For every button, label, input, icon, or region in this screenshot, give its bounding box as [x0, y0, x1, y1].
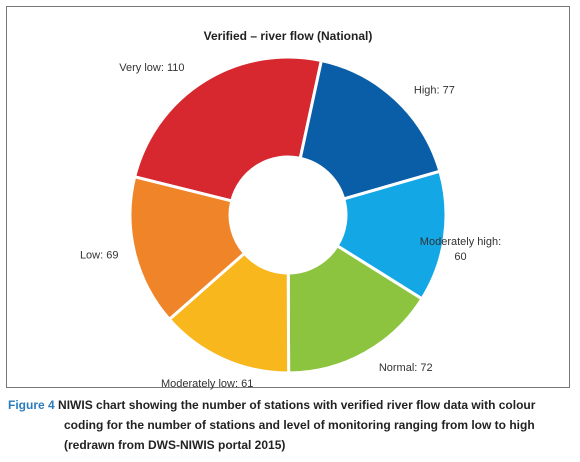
slice-label-moderately-low: Moderately low: 61: [161, 378, 253, 390]
slice-high: [298, 58, 442, 201]
donut-chart: Verified – river flow (National) Very lo…: [80, 29, 501, 390]
caption-line-3: (redrawn from DWS-NIWIS portal 2015): [64, 438, 286, 452]
slice-label-line2-moderately-high: 60: [454, 251, 466, 263]
caption-line-2: coding for the number of stations and le…: [64, 418, 535, 432]
figure-label: Figure 4: [8, 398, 55, 412]
chart-title: Verified – river flow (National): [204, 29, 373, 43]
slice-low: [128, 174, 247, 322]
caption-line-1: NIWIS chart showing the number of statio…: [58, 398, 536, 412]
slice-moderately-high: [335, 169, 448, 301]
slice-label-very-low: Very low: 110: [119, 62, 184, 74]
slice-moderately-low: [167, 251, 291, 375]
slice-label-low: Low: 69: [80, 249, 119, 261]
slice-label-high: High: 77: [414, 85, 455, 97]
slice-normal: [286, 243, 425, 375]
slice-label-normal: Normal: 72: [379, 362, 433, 374]
slice-label-moderately-high: Moderately high:: [420, 236, 501, 248]
slice-very-low: [132, 55, 324, 203]
figure-caption: Figure 4 NIWIS chart showing the number …: [8, 395, 568, 455]
